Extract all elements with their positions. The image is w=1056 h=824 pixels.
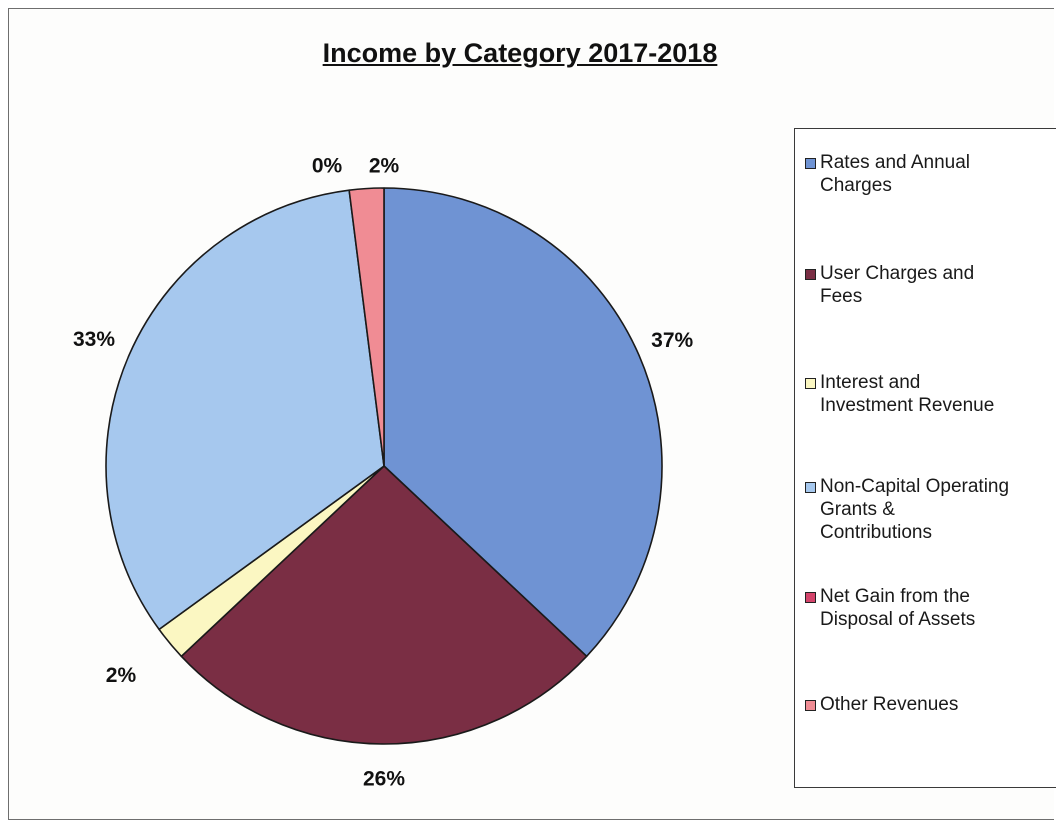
legend-swatch: [805, 378, 816, 389]
legend-item: Interest and Investment Revenue: [805, 371, 1055, 417]
legend-label-line: Non-Capital Operating: [820, 476, 1010, 497]
legend-label-line: Interest and: [820, 372, 921, 393]
data-label: 0%: [312, 155, 343, 178]
legend-label: User Charges and Fees: [820, 262, 974, 308]
legend-label-line: Charges: [820, 175, 892, 196]
chart-legend: Rates and Annual Charges User Charges an…: [794, 128, 1056, 788]
pie-slice: [348, 187, 385, 467]
legend-label-line: Grants &: [820, 499, 895, 520]
legend-label-line: Rates and Annual: [820, 152, 971, 173]
pie-slice: [383, 187, 663, 658]
chart-title: Income by Category 2017-2018: [322, 38, 718, 68]
legend-label: Net Gain from the Disposal of Assets: [820, 585, 975, 631]
data-label: 26%: [363, 768, 405, 791]
legend-label-line: User Charges and: [820, 263, 975, 284]
legend-swatch: [805, 482, 816, 493]
legend-item: Net Gain from the Disposal of Assets: [805, 585, 1055, 631]
legend-swatch: [805, 269, 816, 280]
legend-label-line: Net Gain from the: [820, 586, 970, 607]
legend-label-line: Other Revenues: [820, 694, 959, 715]
legend-item: Rates and Annual Charges: [805, 151, 1055, 197]
legend-label: Interest and Investment Revenue: [820, 371, 994, 417]
legend-swatch: [805, 158, 816, 169]
legend-item: Non-Capital Operating Grants & Contribut…: [805, 475, 1055, 544]
data-label: 37%: [651, 329, 693, 352]
data-label: 33%: [73, 328, 115, 351]
pie-slice: [105, 189, 385, 631]
legend-item: User Charges and Fees: [805, 262, 1055, 308]
legend-label-line: Disposal of Assets: [820, 609, 976, 630]
legend-label-line: Contributions: [820, 522, 932, 543]
legend-label: Other Revenues: [820, 693, 958, 716]
data-label: 2%: [369, 155, 400, 178]
legend-label: Rates and Annual Charges: [820, 151, 970, 197]
legend-label-line: Fees: [820, 286, 863, 307]
data-label: 2%: [106, 664, 137, 687]
pie-slice: [180, 465, 588, 745]
legend-swatch: [805, 700, 816, 711]
legend-label-line: Investment Revenue: [820, 395, 995, 416]
legend-swatch: [805, 592, 816, 603]
legend-item: Other Revenues: [805, 693, 1055, 716]
legend-label: Non-Capital Operating Grants & Contribut…: [820, 475, 1009, 544]
